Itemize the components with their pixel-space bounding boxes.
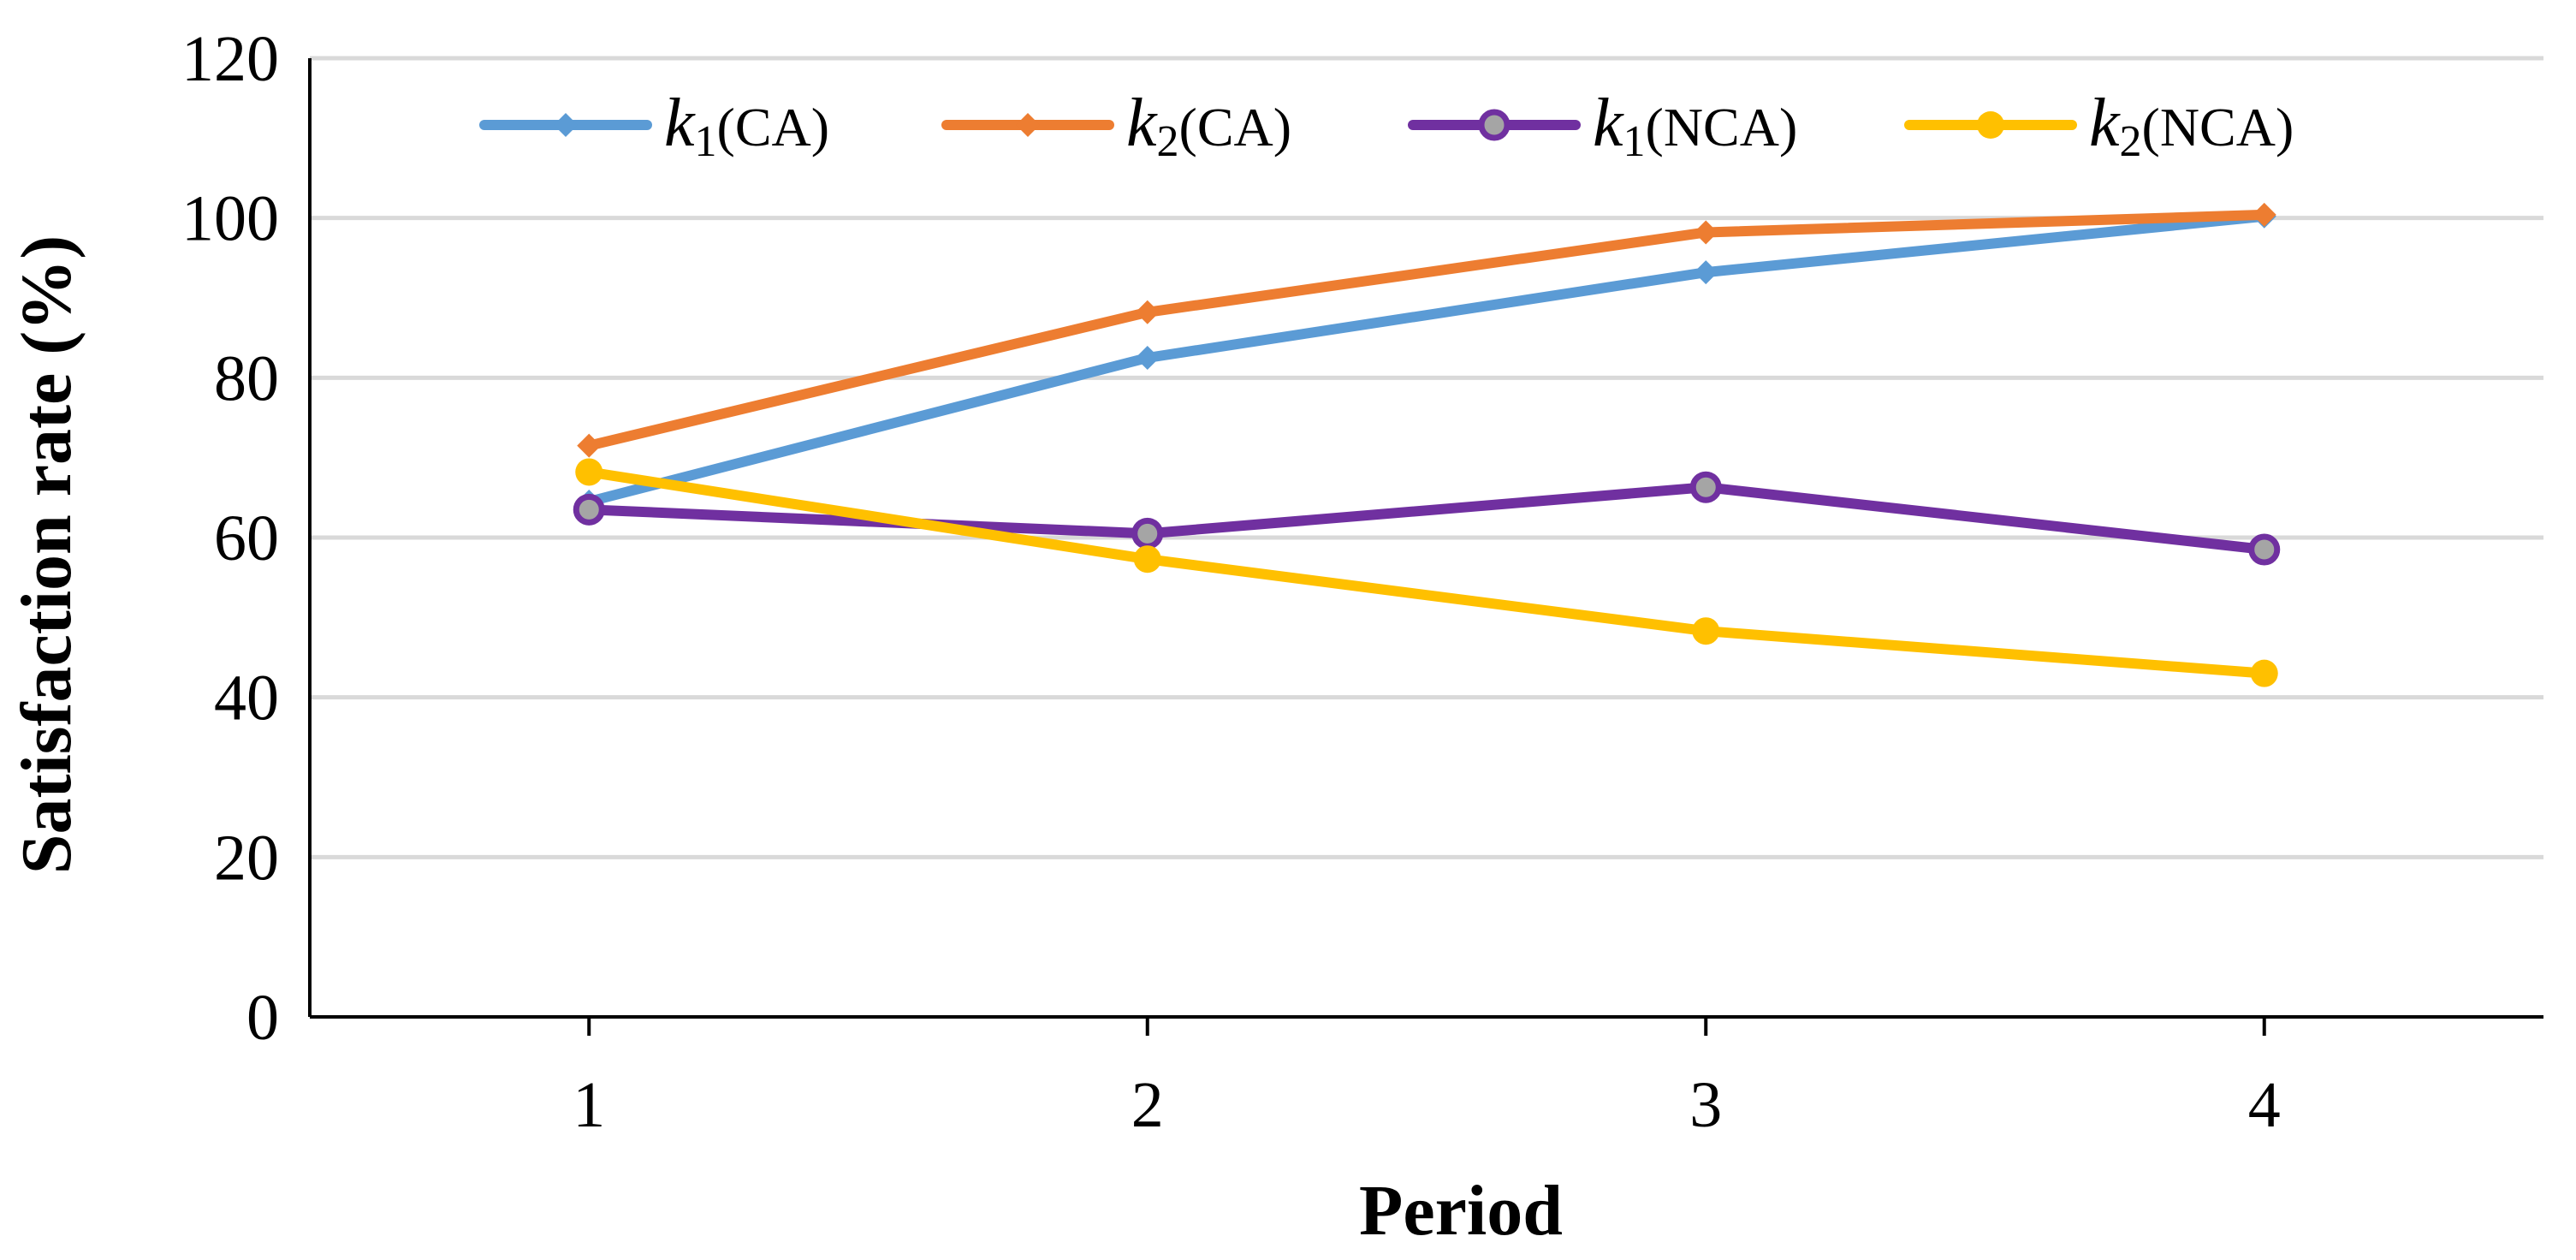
data-point xyxy=(1016,113,1040,137)
data-point xyxy=(1977,111,2004,139)
series-line xyxy=(584,209,2270,451)
legend: k1(CA) k2(CA) k1(NCA) k2(NCA) xyxy=(479,86,2294,166)
y-tick-label: 40 xyxy=(214,663,279,734)
x-tick-label: 4 xyxy=(2248,1069,2281,1141)
data-point xyxy=(573,493,605,526)
axes xyxy=(308,58,2543,1036)
series-layer xyxy=(573,202,2281,687)
data-point xyxy=(1694,260,1718,285)
legend-label: k2(NCA) xyxy=(2089,86,2294,166)
y-tick-label: 60 xyxy=(214,502,279,574)
y-tick-label: 120 xyxy=(181,23,279,95)
y-axis-title: Satisfaction rate (%) xyxy=(7,235,86,874)
x-axis-title: Period xyxy=(1359,1171,1563,1251)
data-point xyxy=(554,113,578,137)
x-tick-label: 3 xyxy=(1689,1069,1722,1141)
y-tick-labels: 0 20 40 60 80 100 120 xyxy=(181,23,279,1054)
data-point xyxy=(1135,300,1160,324)
data-point xyxy=(577,433,602,458)
gridlines xyxy=(310,56,2543,859)
data-point xyxy=(1135,346,1160,370)
series-line xyxy=(584,211,2270,507)
data-point xyxy=(2248,533,2281,566)
data-point xyxy=(575,458,603,486)
data-point xyxy=(1689,471,1722,503)
legend-label: k2(CA) xyxy=(1126,86,1291,166)
y-tick-label: 80 xyxy=(214,342,279,414)
series-k1(CA) xyxy=(577,204,2276,514)
y-tick-label: 0 xyxy=(246,982,279,1054)
data-point xyxy=(1131,517,1164,550)
legend-label: k1(NCA) xyxy=(1593,86,1797,166)
data-point xyxy=(1694,220,1718,245)
legend-entry: k2(NCA) xyxy=(1904,86,2294,166)
legend-entry: k1(CA) xyxy=(479,86,829,166)
data-point xyxy=(2250,659,2278,687)
series-k1(NCA) xyxy=(573,471,2281,566)
x-tick-label: 2 xyxy=(1131,1069,1164,1141)
x-tick-labels: 1 2 3 4 xyxy=(573,1069,2281,1141)
series-k2(CA) xyxy=(577,202,2276,458)
y-tick-label: 20 xyxy=(214,822,279,894)
data-point xyxy=(1478,109,1511,141)
legend-label: k1(CA) xyxy=(664,86,829,166)
legend-entry: k2(CA) xyxy=(941,86,1291,166)
data-point xyxy=(1133,545,1161,574)
data-point xyxy=(2252,202,2276,227)
data-point xyxy=(1692,617,1720,645)
series-line xyxy=(584,467,2270,679)
y-tick-label: 100 xyxy=(181,183,279,255)
x-tick-label: 1 xyxy=(573,1069,605,1141)
series-line xyxy=(584,482,2270,555)
legend-entry: k1(NCA) xyxy=(1408,86,1797,166)
series-k2(NCA) xyxy=(575,458,2278,687)
